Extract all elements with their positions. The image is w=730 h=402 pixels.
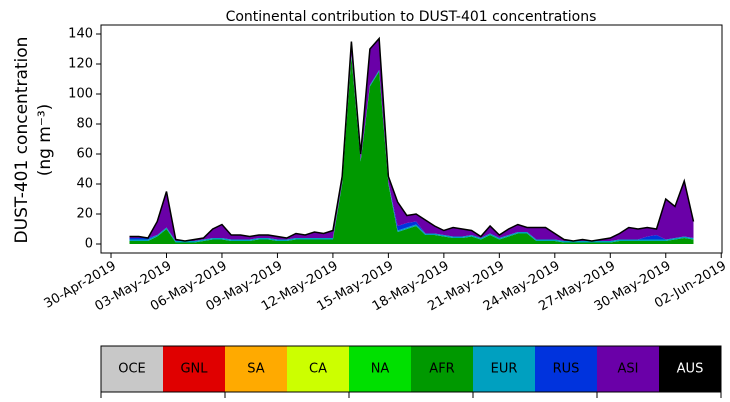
colorbar-cell — [163, 346, 225, 392]
y-tick-label: 140 — [68, 27, 93, 42]
colorbar-label: AUS — [677, 362, 704, 377]
colorbar-label: EUR — [491, 362, 518, 377]
colorbar-label: CA — [309, 362, 327, 377]
colorbar-cell — [349, 346, 411, 392]
colorbar-cell — [535, 346, 597, 392]
colorbar-cell — [597, 346, 659, 392]
colorbar-ticks — [100, 392, 722, 398]
plot-frame — [100, 24, 723, 254]
y-tick-label: 20 — [76, 207, 93, 222]
y-tick-label: 100 — [68, 87, 93, 102]
y-axis-label: DUST-401 concentration — [12, 37, 32, 244]
total-outline — [129, 36, 695, 242]
y-tick-label: 60 — [76, 147, 93, 162]
colorbar-cell — [225, 346, 287, 392]
colorbar-label: ASI — [618, 362, 639, 377]
y-tick-label: 40 — [76, 177, 93, 192]
colorbar-cell — [473, 346, 535, 392]
colorbar-cell — [659, 346, 721, 392]
area — [129, 38, 694, 241]
colorbar-cell — [411, 346, 473, 392]
y-tick-label: 80 — [76, 117, 93, 132]
area — [129, 55, 694, 241]
plot-area — [129, 36, 695, 244]
colorbar-label: RUS — [553, 362, 580, 377]
colorbar-cell — [287, 346, 349, 392]
colorbar-label: OCE — [118, 362, 146, 377]
y-tick-label: 0 — [85, 237, 93, 252]
colorbar-label: SA — [247, 362, 264, 377]
chart-title: Continental contribution to DUST-401 con… — [226, 9, 597, 25]
colorbar: OCE GNL SA CA NA AFR EUR RUS ASI AUS — [101, 346, 721, 392]
colorbar-label: NA — [371, 362, 390, 377]
colorbar-label: GNL — [180, 362, 208, 377]
colorbar-cell — [101, 346, 163, 392]
y-axis-label: (ng m⁻³) — [35, 104, 55, 177]
y-tick-label: 120 — [68, 57, 93, 72]
colorbar-label: AFR — [429, 362, 454, 377]
colorbar-frame — [100, 345, 722, 393]
